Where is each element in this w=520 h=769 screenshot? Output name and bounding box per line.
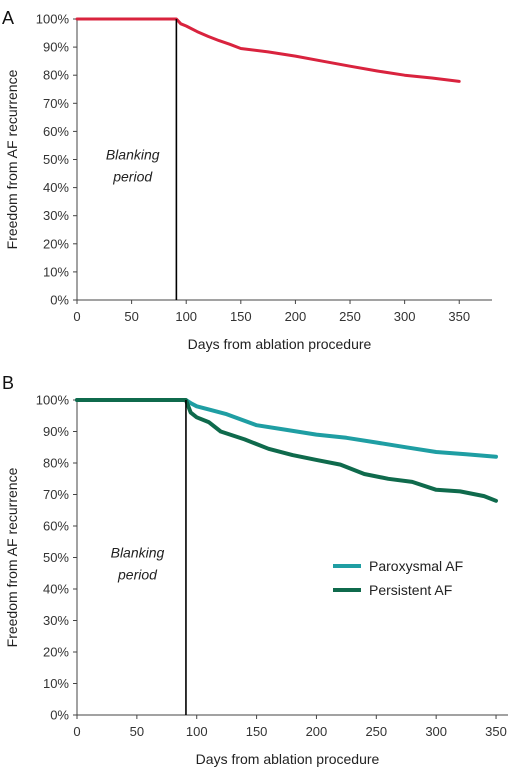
- x-tick-label: 150: [246, 724, 268, 739]
- y-tick-label: 70%: [43, 487, 69, 502]
- y-tick-label: 100%: [36, 12, 70, 27]
- y-tick-label: 80%: [43, 68, 69, 83]
- blanking-annotation: period: [117, 567, 158, 583]
- y-tick-label: 30%: [43, 613, 69, 628]
- y-axis-label: Freedom from AF recurrence: [4, 467, 20, 647]
- y-tick-label: 60%: [43, 519, 69, 534]
- y-tick-label: 90%: [43, 40, 69, 55]
- y-tick-label: 30%: [43, 208, 69, 223]
- legend-label: Paroxysmal AF: [369, 558, 463, 574]
- chart-panel-a: A 0% 10% 20% 30% 40% 50% 60% 70% 80% 90% 100% 0 50 100…: [2, 8, 492, 352]
- y-tick-label: 40%: [43, 582, 69, 597]
- x-tick-label: 0: [73, 309, 80, 324]
- x-tick-label: 150: [230, 309, 252, 324]
- x-tick-label: 350: [485, 724, 507, 739]
- x-tick-label: 250: [365, 724, 387, 739]
- x-tick-label: 50: [124, 309, 138, 324]
- panel-label: B: [2, 373, 14, 393]
- y-tick-label: 60%: [43, 124, 69, 139]
- x-tick-label: 250: [339, 309, 361, 324]
- x-axis-label: Days from ablation procedure: [196, 751, 380, 767]
- y-tick-label: 70%: [43, 96, 69, 111]
- y-tick-label: 20%: [43, 645, 69, 660]
- x-tick-label: 100: [186, 724, 208, 739]
- x-tick-label: 300: [394, 309, 416, 324]
- blanking-annotation: period: [112, 169, 153, 185]
- x-tick-label: 300: [425, 724, 447, 739]
- series-line-0: [75, 17, 461, 83]
- x-tick-label: 0: [73, 724, 80, 739]
- blanking-annotation: Blanking: [106, 147, 160, 163]
- y-tick-label: 0%: [50, 708, 69, 723]
- panel-label: A: [2, 8, 14, 28]
- series-line-persistent-af: [75, 398, 498, 503]
- series-line-paroxysmal-af: [75, 398, 498, 459]
- y-axis-label: Freedom from AF recurrence: [4, 69, 20, 249]
- y-tick-label: 0%: [50, 293, 69, 308]
- y-tick-label: 80%: [43, 456, 69, 471]
- x-axis-label: Days from ablation procedure: [188, 336, 372, 352]
- x-tick-label: 100: [175, 309, 197, 324]
- y-tick-label: 40%: [43, 180, 69, 195]
- chart-panel-b: B 0% 10% 20% 30% 40% 50% 60% 70% 80% 90% 100% 0 50 100…: [2, 373, 508, 767]
- x-tick-label: 200: [306, 724, 328, 739]
- y-tick-label: 20%: [43, 236, 69, 251]
- y-tick-label: 50%: [43, 152, 69, 167]
- x-tick-label: 50: [130, 724, 144, 739]
- y-tick-label: 10%: [43, 676, 69, 691]
- y-tick-label: 10%: [43, 264, 69, 279]
- y-tick-label: 90%: [43, 424, 69, 439]
- blanking-annotation: Blanking: [111, 545, 165, 561]
- x-tick-label: 350: [448, 309, 470, 324]
- y-tick-label: 100%: [36, 393, 70, 408]
- x-tick-label: 200: [285, 309, 307, 324]
- y-tick-label: 50%: [43, 550, 69, 565]
- legend: Paroxysmal AF Persistent AF: [333, 558, 463, 598]
- legend-label: Persistent AF: [369, 582, 452, 598]
